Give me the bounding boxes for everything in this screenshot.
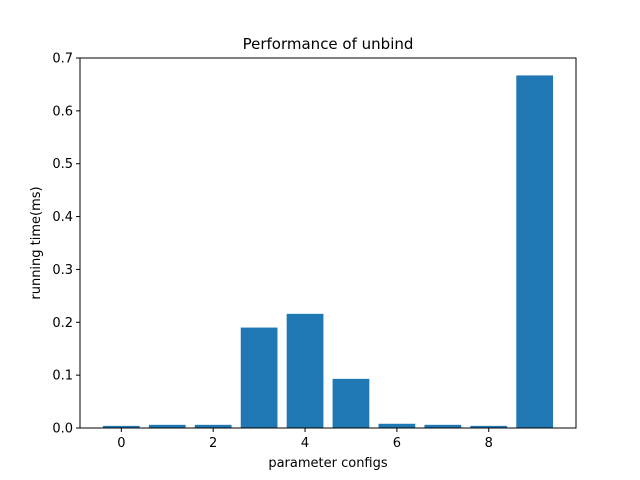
y-axis-ticks: 0.0 0.1 0.2 0.3 0.4 0.5 0.6 0.7 <box>52 52 80 437</box>
x-axis-label: parameter configs <box>268 456 388 471</box>
bar-0 <box>102 425 140 428</box>
bars-group <box>102 75 554 428</box>
x-tick-label: 0 <box>117 436 125 451</box>
plot-frame <box>79 57 577 429</box>
y-tick-label: 0.7 <box>52 52 73 67</box>
x-tick-label: 4 <box>301 436 309 451</box>
x-axis-ticks: 0 2 4 6 8 <box>117 428 493 451</box>
bar-3 <box>240 327 278 428</box>
bar-4 <box>286 313 324 428</box>
bar-7 <box>424 424 462 428</box>
y-axis-label: running time(ms) <box>29 186 44 299</box>
y-tick-label: 0.2 <box>52 316 73 331</box>
y-tick-label: 0.0 <box>52 422 73 437</box>
x-tick-label: 2 <box>209 436 217 451</box>
bar-6 <box>378 423 416 428</box>
x-tick-label: 8 <box>485 436 493 451</box>
x-tick-label: 6 <box>393 436 401 451</box>
bar-8 <box>470 425 508 428</box>
chart-title: Performance of unbind <box>243 35 414 53</box>
y-tick-label: 0.3 <box>52 263 73 278</box>
bar-2 <box>194 424 232 428</box>
bar-5 <box>332 378 370 428</box>
y-tick-label: 0.4 <box>52 210 73 225</box>
y-tick-label: 0.1 <box>52 369 73 384</box>
y-tick-label: 0.5 <box>52 157 73 172</box>
y-tick-label: 0.6 <box>52 104 73 119</box>
bar-1 <box>148 424 186 428</box>
bar-9 <box>516 75 554 428</box>
